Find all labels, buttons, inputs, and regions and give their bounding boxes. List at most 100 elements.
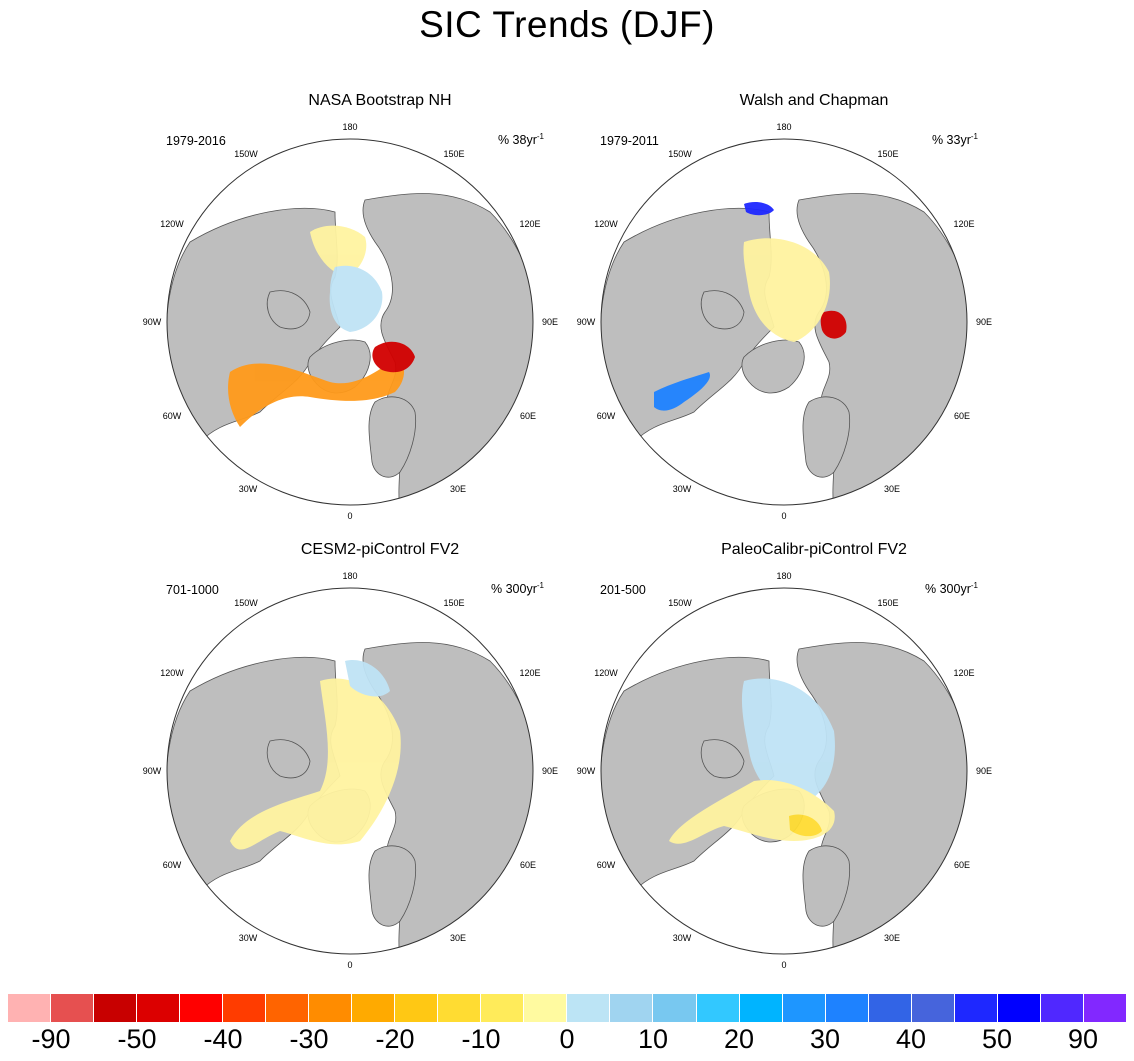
colorbar-label: 30 xyxy=(809,1024,841,1054)
colorbar-swatch xyxy=(51,994,95,1022)
panel-period: 201-500 xyxy=(600,583,646,597)
panel-period: 1979-2011 xyxy=(600,134,659,148)
colorbar-swatch xyxy=(137,994,181,1022)
lon-label: 150W xyxy=(668,149,692,159)
colorbar-swatch xyxy=(8,994,52,1022)
lon-label: 150E xyxy=(877,598,899,608)
lon-label: 0 xyxy=(347,960,353,970)
panel-title: Walsh and Chapman xyxy=(739,92,889,109)
map-panel-cesm2: CESM2-piControl FV2 701-1000 % 300yr-1 1… xyxy=(143,541,600,970)
colorbar-label: 0 xyxy=(559,1024,575,1054)
polar-map xyxy=(600,587,968,955)
colorbar-swatch xyxy=(782,994,826,1022)
colorbar-swatch xyxy=(954,994,998,1022)
lon-label: 90E xyxy=(975,766,993,776)
lon-label: 180 xyxy=(342,571,358,581)
lon-label: 60W xyxy=(596,411,616,421)
lon-label: 60E xyxy=(519,411,537,421)
land-scandinavia xyxy=(368,396,417,478)
colorbar-swatch xyxy=(825,994,869,1022)
colorbar-label: -50 xyxy=(117,1024,157,1054)
colorbar-swatch xyxy=(223,994,267,1022)
panel-title: CESM2-piControl FV2 xyxy=(300,541,460,558)
colorbar-swatch xyxy=(352,994,396,1022)
lon-label: 150E xyxy=(443,149,465,159)
land-scandinavia xyxy=(802,845,851,927)
lon-label: 30E xyxy=(449,933,467,943)
sic-trend-increase xyxy=(654,372,710,411)
lon-label: 90E xyxy=(975,317,993,327)
polar-map xyxy=(166,587,534,955)
lon-label: 60E xyxy=(953,411,971,421)
lon-label: 180 xyxy=(776,122,792,132)
lon-label: 150W xyxy=(668,598,692,608)
colorbar-swatch xyxy=(567,994,611,1022)
colorbar-swatch xyxy=(266,994,310,1022)
panel-units: % 38yr-1 xyxy=(497,132,544,148)
lon-label: 120W xyxy=(160,668,184,678)
colorbar-swatch xyxy=(868,994,912,1022)
lon-label: 180 xyxy=(776,571,792,581)
lon-label: 120W xyxy=(594,219,618,229)
colorbar-swatch xyxy=(696,994,740,1022)
lon-label: 0 xyxy=(781,511,787,521)
lon-label: 90E xyxy=(541,317,559,327)
map-panel-nasa: NASA Bootstrap NH 1979-2016 % 38yr-1 180… xyxy=(143,92,600,521)
lon-label: 120E xyxy=(519,219,541,229)
panel-units: % 300yr-1 xyxy=(925,581,978,597)
lon-label: 60E xyxy=(519,860,537,870)
panel-title: PaleoCalibr-piControl FV2 xyxy=(721,541,907,558)
sic-trend-slight-increase xyxy=(741,678,835,806)
sic-trend-decline xyxy=(228,360,405,427)
lon-label: 90W xyxy=(142,766,162,776)
land-scandinavia xyxy=(368,845,417,927)
lon-label: 150E xyxy=(443,598,465,608)
map-panel-paleo: PaleoCalibr-piControl FV2 201-500 % 300y… xyxy=(577,541,1034,970)
lon-label: 90W xyxy=(142,317,162,327)
lon-label: 120W xyxy=(594,668,618,678)
colorbar-swatch xyxy=(438,994,482,1022)
colorbar-label: 40 xyxy=(895,1024,927,1054)
colorbar-swatch xyxy=(481,994,525,1022)
lon-label: 120E xyxy=(953,219,975,229)
sic-trend-slight-decline xyxy=(743,238,830,342)
lon-label: 150E xyxy=(877,149,899,159)
colorbar-swatch xyxy=(739,994,783,1022)
colorbar-swatch xyxy=(911,994,955,1022)
lon-label: 30W xyxy=(238,933,258,943)
colorbar-label: -30 xyxy=(289,1024,329,1054)
sic-trend-strong-decline xyxy=(372,341,415,373)
colorbar-label: -90 xyxy=(31,1024,71,1054)
lon-label: 0 xyxy=(781,960,787,970)
colorbar-label: 10 xyxy=(637,1024,669,1054)
sic-trend-decline xyxy=(789,814,822,837)
sic-trend-strong-increase xyxy=(744,202,774,216)
lon-label: 60E xyxy=(953,860,971,870)
lon-label: 30W xyxy=(672,933,692,943)
panel-units: % 33yr-1 xyxy=(931,132,978,148)
lon-label: 30E xyxy=(883,484,901,494)
sic-trend-strong-decline xyxy=(820,310,847,339)
colorbar-swatch xyxy=(1083,994,1126,1022)
polar-map xyxy=(166,138,534,506)
colorbar-swatch xyxy=(610,994,654,1022)
colorbar-label: 20 xyxy=(723,1024,755,1054)
lon-label: 30E xyxy=(449,484,467,494)
colorbar-swatch xyxy=(180,994,224,1022)
colorbar-swatch xyxy=(524,994,568,1022)
lon-label: 30W xyxy=(238,484,258,494)
sic-trend-slight-increase xyxy=(329,265,383,332)
land-archipelago xyxy=(700,739,745,779)
lon-label: 180 xyxy=(342,122,358,132)
land-greenland xyxy=(741,339,805,394)
colorbar-swatch xyxy=(395,994,439,1022)
colorbar-swatch xyxy=(309,994,353,1022)
colorbar-swatch xyxy=(94,994,138,1022)
land-archipelago xyxy=(266,739,311,779)
map-panel-walsh: Walsh and Chapman 1979-2011 % 33yr-1 180… xyxy=(577,92,1034,521)
lon-label: 90W xyxy=(576,766,596,776)
lon-label: 150W xyxy=(234,598,258,608)
lon-label: 0 xyxy=(347,511,353,521)
lon-label: 60W xyxy=(596,860,616,870)
sic-trend-slight-increase xyxy=(345,660,390,697)
